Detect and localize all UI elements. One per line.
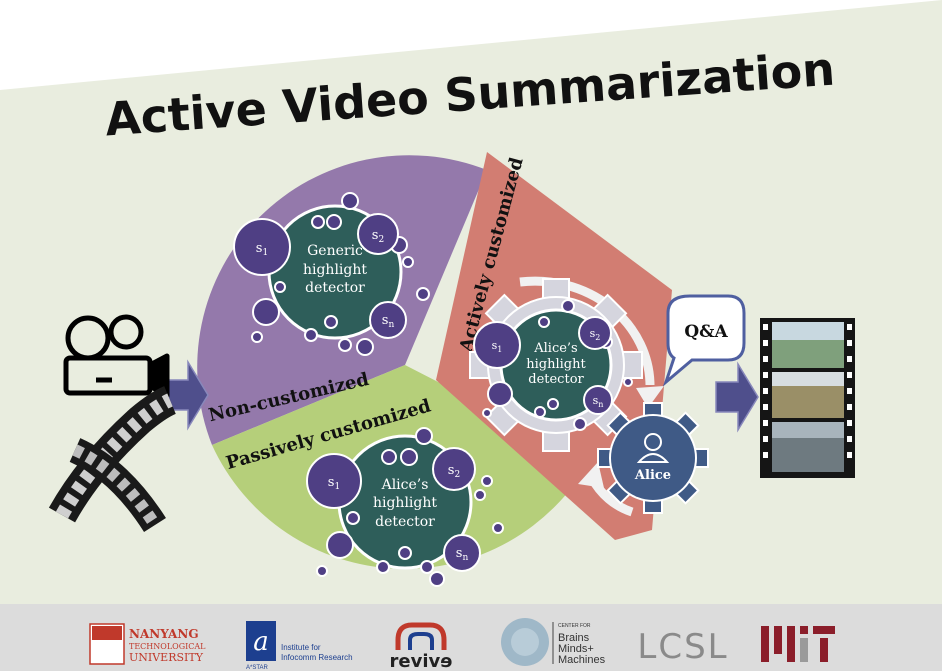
cbmm-line-2: Minds+ [558, 643, 594, 655]
cbmm-line-3: Machines [558, 654, 606, 666]
passive-s1-label: s [328, 475, 335, 490]
generic-bubbles [251, 192, 430, 356]
qa-speech-bubble [662, 294, 746, 387]
svg-text:a: a [253, 627, 269, 657]
active-detector-line-3: detector [528, 372, 584, 387]
active-bubbles [482, 299, 633, 431]
svg-text:s1: s1 [328, 475, 340, 492]
passive-detector-line-2: highlight [373, 495, 437, 511]
generic-sn-sub: n [388, 320, 394, 330]
generic-sn-label: s [382, 313, 389, 328]
qa-label: Q&A [684, 322, 728, 342]
generic-s2-label: s [372, 228, 379, 243]
active-s2-label: s [590, 327, 596, 340]
i2r-logo-line-1: Institute for [281, 643, 321, 652]
active-s1-label: s [492, 339, 498, 352]
active-detector-line-2: highlight [526, 357, 586, 372]
ntu-logo-line-3: UNIVERSITY [129, 651, 204, 664]
active-s2-sub: 2 [595, 333, 600, 342]
svg-text:sn: sn [593, 394, 604, 409]
generic-sn-bubble: sn [369, 301, 407, 339]
alice-label: Alice [634, 468, 671, 483]
active-s2-bubble: s2 [578, 316, 612, 350]
cycle-arrowhead-bottom [578, 462, 604, 488]
logo-bar [0, 604, 942, 671]
generic-detector-line-1: Generic [307, 243, 363, 259]
passive-s2-sub: 2 [454, 470, 460, 480]
generic-s1-label: s [256, 241, 263, 256]
active-s1-bubble: s1 [473, 321, 521, 369]
svg-text:sn: sn [456, 546, 469, 563]
svg-text:s2: s2 [590, 327, 601, 342]
generic-s2-sub: 2 [378, 235, 384, 245]
passive-s1-bubble: s1 [306, 453, 362, 509]
lcsl-logo-text: LCSL [637, 627, 728, 667]
lcsl-logo: LCSL [637, 627, 728, 667]
passive-sn-sub: n [462, 553, 468, 563]
revive-logo: revivɘ [390, 622, 453, 671]
svg-text:sn: sn [382, 313, 395, 330]
passive-s1-sub: 1 [334, 482, 340, 492]
svg-text:s2: s2 [448, 463, 460, 480]
svg-text:s1: s1 [256, 241, 268, 258]
cbmm-small-text: CENTER FOR [558, 623, 591, 629]
active-detector-line-1: Alice’s [533, 341, 577, 356]
cycle-arrowhead-top [636, 386, 664, 408]
alice-gear [597, 402, 709, 514]
ntu-logo-line-2: TECHNOLOGICAL [129, 642, 206, 651]
generic-s1-bubble: s1 [233, 218, 291, 276]
generic-detector-line-2: highlight [303, 262, 367, 278]
active-sn-sub: n [598, 400, 603, 409]
user-icon [636, 433, 670, 463]
astar-logo: A*STAR [246, 665, 269, 671]
passive-s2-bubble: s2 [432, 447, 476, 491]
cbmm-line-1: Brains [558, 632, 590, 644]
ntu-logo: NANYANG TECHNOLOGICAL UNIVERSITY [89, 623, 206, 665]
mit-logo: MIT [761, 626, 835, 662]
output-arrow [715, 361, 759, 433]
passive-detector-line-3: detector [375, 514, 435, 530]
cbmm-logo: CENTER FOR Brains Minds+ Machines [501, 618, 606, 666]
passive-bubbles [316, 427, 504, 587]
active-sn-label: s [593, 394, 599, 407]
svg-text:s2: s2 [372, 228, 384, 245]
passive-s2-label: s [448, 463, 455, 478]
generic-s2-bubble: s2 [357, 213, 399, 255]
passive-detector-line-1: Alice’s [381, 477, 429, 493]
active-sn-bubble: sn [583, 385, 613, 415]
generic-s1-sub: 1 [262, 248, 268, 258]
i2r-logo-line-2: Infocomm Research [281, 653, 353, 662]
ntu-logo-line-1: NANYANG [129, 627, 199, 641]
film-reel-icon [48, 386, 177, 533]
passive-sn-bubble: sn [443, 534, 481, 572]
generic-detector-line-3: detector [305, 280, 365, 296]
i2r-logo: a Institute for Infocomm Research A*STAR [246, 621, 353, 671]
active-s1-sub: 1 [497, 345, 502, 354]
passive-sn-label: s [456, 546, 463, 561]
output-filmstrip [760, 318, 855, 478]
svg-text:s1: s1 [492, 339, 503, 354]
revive-logo-text: revivɘ [390, 651, 453, 671]
